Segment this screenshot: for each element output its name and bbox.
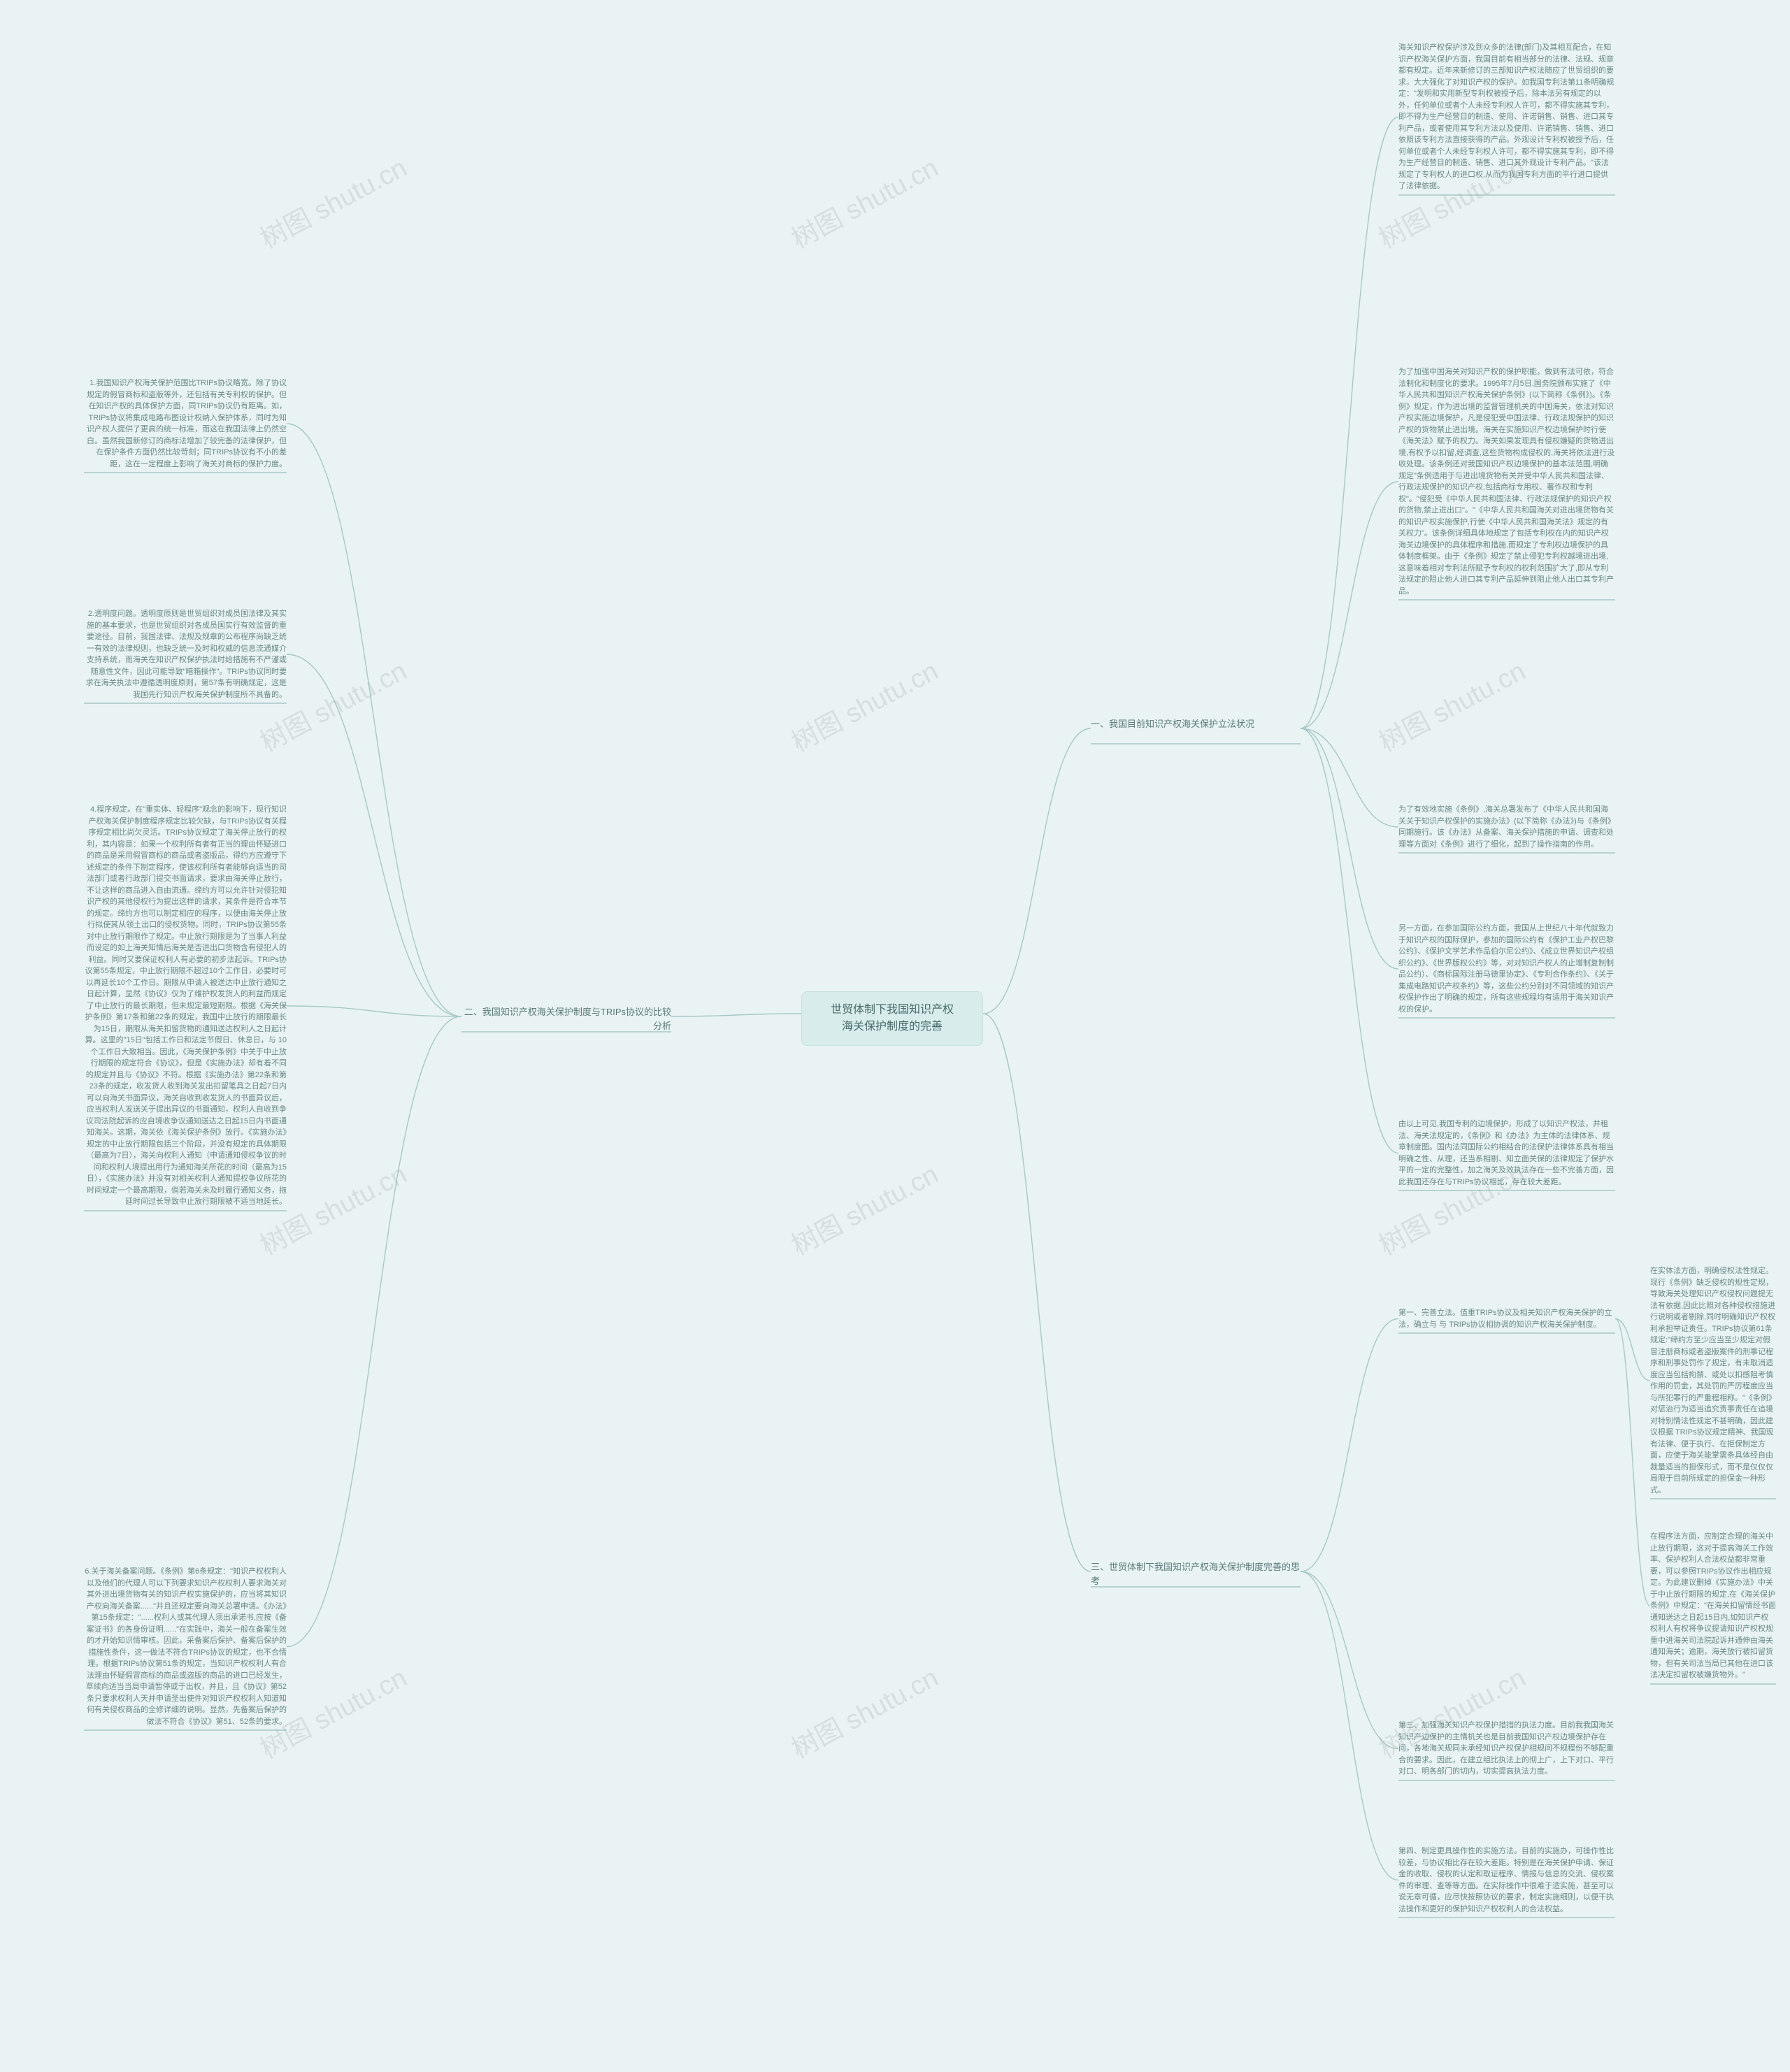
branch-R3: 三、世贸体制下我国知识产权海关保护制度完善的思考 xyxy=(1091,1560,1301,1588)
leaf-R1-0: 海关知识产权保护涉及到众多的法律(部门)及其相互配合，在知识产权海关保护方面，我… xyxy=(1398,42,1615,192)
subleaf-R3-0-0: 在实体法方面，明确侵权法性规定。现行《条例》缺乏侵权的规性定规，导致海关处理知识… xyxy=(1650,1265,1776,1496)
watermark: 树图 shutu.cn xyxy=(784,1153,944,1262)
leaf-L2-2: 4.程序规定。在"重实体、轻程序"观念的影响下，现行知识产权海关保护制度程序规定… xyxy=(84,804,287,1208)
watermark: 树图 shutu.cn xyxy=(784,649,944,759)
leaf-R3-2: 第四、制定更具操作性的实施方法。目前的实施办，可操作性比较差，与协议相比存在较大… xyxy=(1398,1846,1615,1915)
branch-L2: 二、我国知识产权海关保护制度与TRIPs协议的比较分析 xyxy=(461,1005,671,1033)
watermark: 树图 shutu.cn xyxy=(784,146,944,256)
watermark: 树图 shutu.cn xyxy=(784,1656,944,1766)
leaf-R3-1: 第三、加强海关知识产权保护措措的执法力度。目前我我国海关知识产边保护的主情机关也… xyxy=(1398,1720,1615,1778)
watermark: 树图 shutu.cn xyxy=(1371,649,1531,759)
leaf-R1-2: 为了有效地实施《条例》,海关总署发布了《中华人民共和国海关关于知识产权保护的实施… xyxy=(1398,804,1615,850)
leaf-L2-1: 2.透明度问题。透明度原则是世贸组织对成员国法律及其实施的基本要求，也是世贸组织… xyxy=(84,608,287,700)
leaf-L2-3: 6.关于海关备案问题。《条例》第6条规定："知识产权权利人以及他们的代理人可以下… xyxy=(84,1566,287,1727)
leaf-R1-3: 另一方面，在参加国际公约方面，我国从上世纪八十年代就致力于知识产权的国际保护，参… xyxy=(1398,923,1615,1015)
leaf-R3-0: 第一、完善立法。值重TRIPs协议及相关知识产权海关保护的立法，确立与 与 TR… xyxy=(1398,1307,1615,1330)
leaf-L2-0: 1.我国知识产权海关保护范围比TRIPs协议略宽。除了协议规定的假冒商标和盗版等… xyxy=(84,377,287,470)
leaf-R1-1: 为了加强中国海关对知识产权的保护职能，做到有法可依，符合法制化和制度化的要求。1… xyxy=(1398,366,1615,597)
mindmap-canvas: 树图 shutu.cn 树图 shutu.cn 树图 shutu.cn 树图 shut… xyxy=(0,0,1790,2072)
watermark: 树图 shutu.cn xyxy=(252,146,413,256)
branch-R1: 一、我国目前知识产权海关保护立法状况 xyxy=(1091,717,1301,731)
root-node[interactable]: 世贸体制下我国知识产权 海关保护制度的完善 xyxy=(801,991,983,1046)
subleaf-R3-0-1: 在程序法方面，应制定合理的海关中止放行期限，这对于提高海关工作效率、保护权利人合… xyxy=(1650,1531,1776,1681)
leaf-R1-4: 由以上可见,我国专利的边境保护，形成了以知识产权法，并租法、海关法规定的，《条例… xyxy=(1398,1118,1615,1188)
